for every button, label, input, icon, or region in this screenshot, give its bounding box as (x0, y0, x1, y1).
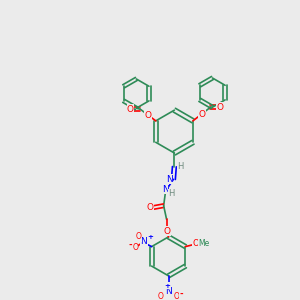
Text: O: O (198, 110, 205, 118)
Text: N: N (165, 287, 172, 296)
Text: H: H (168, 190, 175, 199)
Text: O: O (163, 226, 170, 236)
Text: H: H (177, 162, 183, 171)
Text: O: O (145, 110, 152, 119)
Text: -: - (179, 290, 183, 299)
Text: N: N (166, 175, 172, 184)
Text: Me: Me (198, 239, 209, 248)
Text: -: - (128, 241, 132, 250)
Text: O: O (146, 203, 154, 212)
Text: O: O (127, 105, 134, 114)
Text: O: O (132, 243, 138, 252)
Text: O: O (158, 292, 164, 300)
Text: +: + (148, 234, 154, 240)
Text: O: O (217, 103, 224, 112)
Text: O: O (193, 239, 200, 248)
Text: O: O (173, 292, 179, 300)
Text: N: N (162, 184, 169, 194)
Text: +: + (165, 283, 170, 289)
Text: O: O (136, 232, 142, 242)
Text: N: N (140, 237, 147, 246)
